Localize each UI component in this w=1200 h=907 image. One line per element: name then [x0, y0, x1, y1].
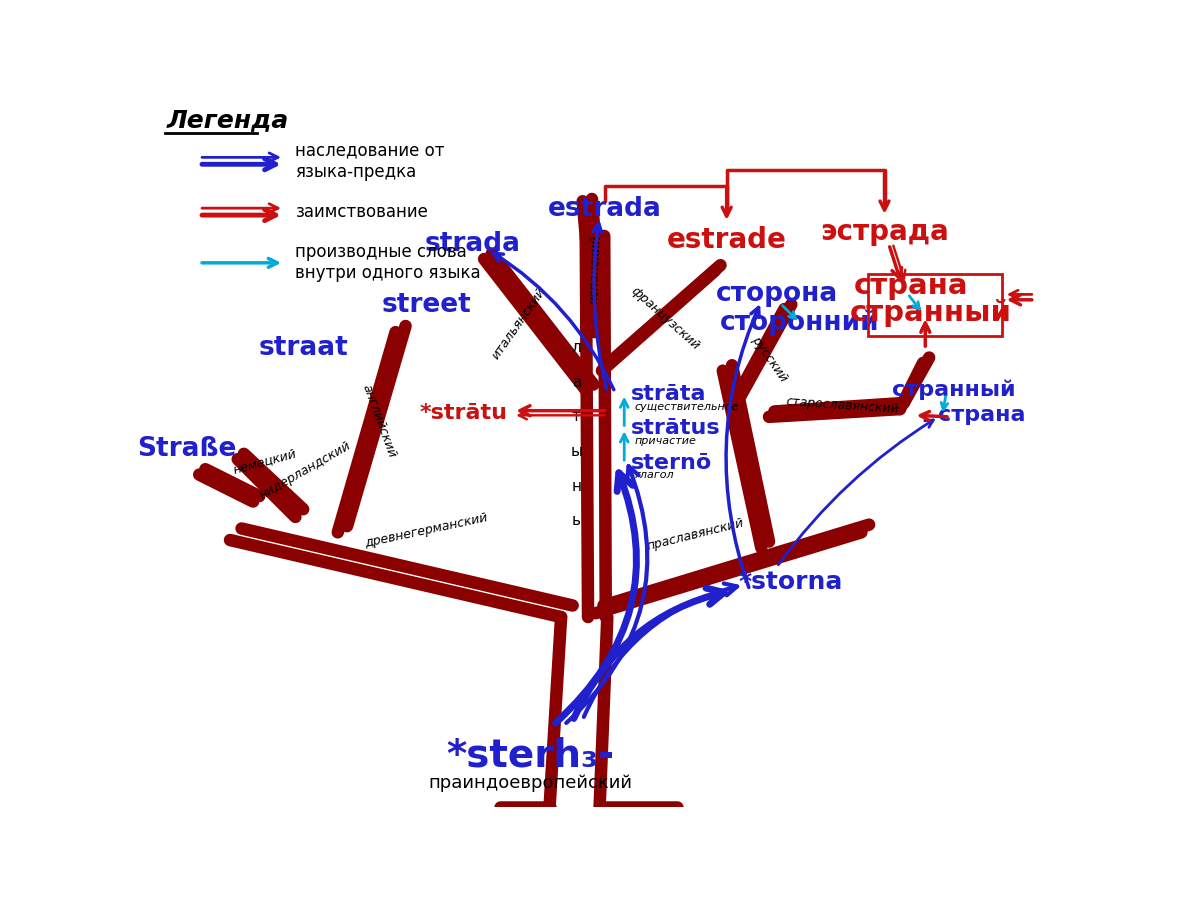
Text: ы: ы [570, 444, 582, 459]
Text: Легенда: Легенда [167, 109, 289, 132]
Text: *sterh₃-: *sterh₃- [446, 736, 614, 775]
Text: estrada: estrada [548, 196, 662, 222]
Text: страна: страна [938, 405, 1026, 425]
Text: русский: русский [749, 334, 790, 385]
Text: strada: strada [425, 230, 521, 257]
Text: сторонний: сторонний [720, 309, 880, 336]
Text: старославянский: старославянский [785, 395, 899, 415]
Text: испанский: испанский [587, 234, 602, 304]
Text: существительное: существительное [635, 402, 739, 412]
Text: н: н [571, 479, 582, 493]
Text: заимствование: заимствование [295, 203, 428, 221]
Bar [868, 275, 1002, 336]
Text: производные слова
внутри одного языка: производные слова внутри одного языка [295, 243, 481, 282]
Text: *strātu: *strātu [419, 403, 508, 423]
Text: древнегерманский: древнегерманский [364, 512, 490, 551]
Text: праславянский: праславянский [646, 516, 746, 553]
Text: *storna: *storna [738, 571, 842, 594]
Text: наследование от
языка-предка: наследование от языка-предка [295, 141, 445, 180]
Text: французский: французский [628, 284, 702, 353]
Text: л: л [571, 340, 582, 355]
Text: английский: английский [359, 382, 398, 459]
Text: strāta: strāta [630, 384, 706, 404]
Text: т: т [572, 409, 581, 424]
Text: нидерландский: нидерландский [257, 439, 354, 502]
Text: sternō: sternō [630, 453, 712, 473]
Text: праиндоевропейский: праиндоевропейский [428, 774, 632, 792]
Text: street: street [382, 292, 472, 318]
Text: а: а [572, 375, 581, 390]
Text: итальянский: итальянский [490, 285, 548, 361]
Text: strātus: strātus [630, 418, 720, 438]
Text: глагол: глагол [635, 471, 674, 481]
Text: странный: странный [892, 380, 1015, 400]
Text: немецкий: немецкий [232, 447, 298, 476]
Text: ь: ь [572, 513, 581, 528]
Text: эстрада: эстрада [820, 218, 949, 246]
Text: estrade: estrade [667, 226, 786, 254]
Text: straat: straat [258, 335, 348, 361]
Text: странный: странный [850, 299, 1012, 327]
Text: Straße: Straße [137, 436, 236, 463]
Text: сторона: сторона [715, 280, 838, 307]
Text: страна: страна [854, 272, 968, 300]
Text: причастие: причастие [635, 436, 696, 446]
